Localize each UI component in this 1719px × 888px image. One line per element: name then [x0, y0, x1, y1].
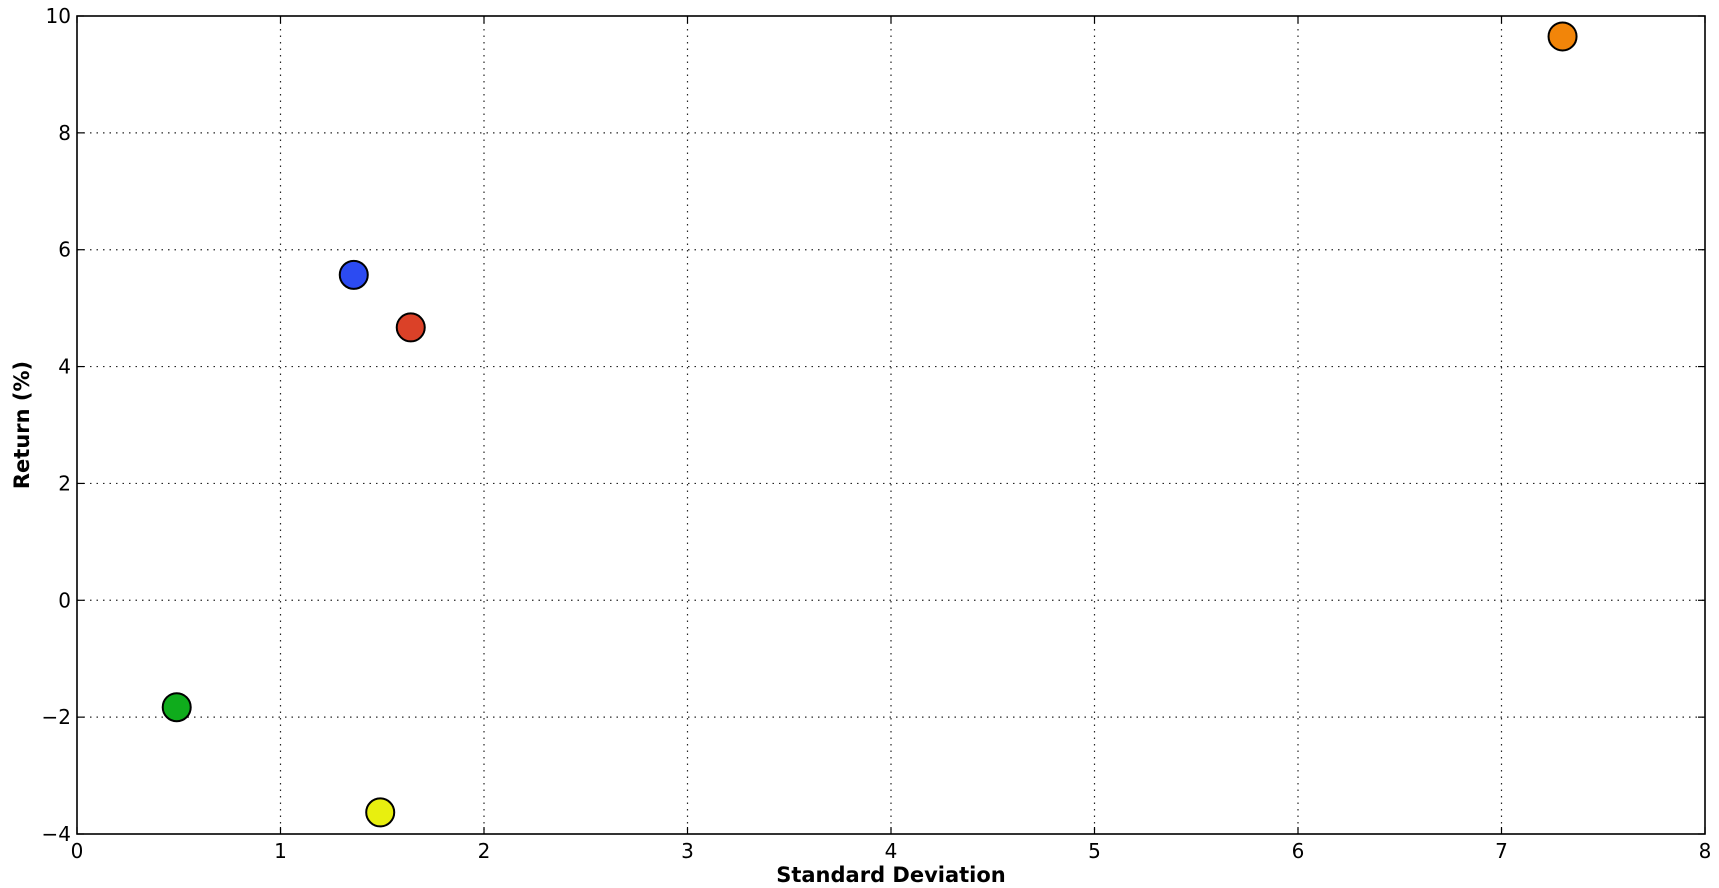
- x-tick-label: 8: [1699, 839, 1712, 863]
- x-tick-label: 7: [1495, 839, 1508, 863]
- y-tick-label: 6: [58, 238, 71, 262]
- x-tick-label: 1: [274, 839, 287, 863]
- x-tick-label: 2: [478, 839, 491, 863]
- x-tick-label: 3: [681, 839, 694, 863]
- data-point-3: [395, 312, 426, 343]
- data-point-4: [161, 692, 192, 723]
- data-point-2: [338, 259, 369, 290]
- y-tick-label: 0: [58, 588, 71, 612]
- data-point-5: [365, 797, 396, 828]
- x-tick-label: 0: [71, 839, 84, 863]
- grid: [77, 16, 1705, 834]
- plot-frame: [76, 15, 1706, 835]
- x-tick-label: 6: [1292, 839, 1305, 863]
- data-point-1: [1547, 21, 1578, 52]
- y-tick-label: 4: [58, 355, 71, 379]
- data-points: [161, 21, 1578, 828]
- y-axis-label: Return (%): [10, 361, 34, 489]
- x-tick-label: 4: [885, 839, 898, 863]
- y-tick-label: −4: [42, 822, 71, 846]
- y-tick-label: 2: [58, 471, 71, 495]
- x-tick-label: 5: [1088, 839, 1101, 863]
- axis-ticks: 0 1 2 3 4 5 6 7 8 −4 −2 0 2 4 6 8 10: [42, 4, 1712, 863]
- x-axis-label: Standard Deviation: [776, 863, 1006, 887]
- y-tick-label: 10: [46, 4, 71, 28]
- y-tick-label: 8: [58, 121, 71, 145]
- y-tick-label: −2: [42, 705, 71, 729]
